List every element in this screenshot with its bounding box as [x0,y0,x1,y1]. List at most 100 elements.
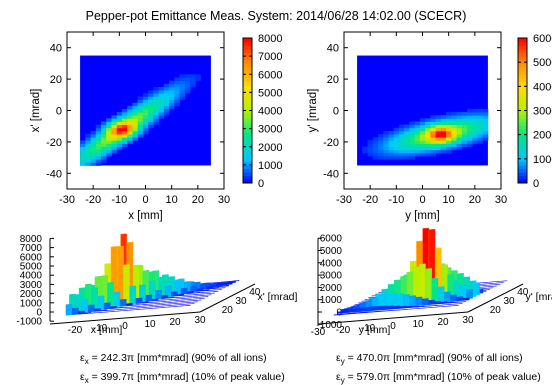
heatmap-cell [174,83,180,88]
colorbar-tick-label: 0 [258,178,264,190]
surface-slab [421,298,429,306]
heatmap-cell [372,146,379,151]
heatmap-cell [142,130,149,135]
heatmap-cell [90,149,97,154]
heatmap-cell [142,121,149,126]
surface-slab [153,307,160,309]
heatmap-cell [477,112,484,116]
heatmap-cell [398,146,405,151]
heatmap-cell [409,121,416,126]
heatmap-cell [158,102,165,107]
heatmap-cell [398,149,405,154]
heatmap-cell [142,99,149,104]
surface-slab [196,293,203,295]
surface-slab [491,282,498,284]
heatmap-cell [404,137,410,141]
heatmap-cell [153,102,159,107]
heatmap-cell [461,143,468,148]
surface-slab [147,305,155,306]
heatmap-cell [106,143,112,148]
heatmap-cell [95,134,102,138]
heatmap-cell [169,102,175,107]
heatmap-cell [153,121,159,126]
y-tick-label: 20 [327,74,339,86]
heatmap-cell [435,115,442,119]
heatmap-cell [142,96,149,100]
y-tick-label: 20 [222,305,234,316]
surface-slab [119,308,126,310]
surface-slab [349,308,357,313]
colorbar-segment [518,168,527,173]
colorbar-segment [518,96,527,101]
heatmap-cell [461,127,468,132]
heatmap-cell [148,121,154,126]
heatmap-cell [466,127,473,132]
heatmap-cell [127,121,133,126]
heatmap-cell [153,118,159,122]
colorbar-segment [243,77,252,82]
colorbar-segment [518,117,527,122]
heatmap-cell [446,146,452,151]
heatmap-cell [362,146,368,151]
heatmap-cell [95,156,102,160]
colorbar-segment [518,48,527,53]
heatmap-cell [425,149,431,154]
heatmap-cell [446,112,452,116]
colorbar-segment [243,121,252,126]
heatmap-cell [111,118,118,122]
colorbar-segment [243,143,252,148]
surface-slab [189,297,196,299]
heatmap-cell [153,90,159,94]
y-axis-label: y' [mrad] [307,89,319,133]
x-tick-label: -10 [388,194,404,206]
colorbar-tick-label: 7000 [258,51,282,63]
colorbar-segment [518,88,527,93]
surface-slab [122,306,130,308]
surface-slab [362,306,369,312]
z-tick-label: 5000 [320,246,343,257]
heatmap-cell [430,149,436,154]
heatmap-cell [189,77,196,82]
heatmap-cell [440,130,447,135]
heatmap-cell [477,115,484,119]
heatmap-cell [378,152,384,157]
surface-slab [160,304,167,305]
heatmap-cell [148,115,154,119]
surface-slab [113,291,121,308]
heatmap-cell [85,149,91,154]
heatmap-cell [477,108,484,113]
heatmap-cell [404,156,410,160]
colorbar-segment [243,45,252,50]
surface-slab [218,287,226,289]
heatmap-cell [430,146,436,151]
surface-slab [368,297,375,298]
x-axis-label: y [mm] [405,210,440,222]
surface-slab [425,268,432,304]
heatmap-cell [435,143,442,148]
heatmap-cell [425,137,431,141]
heatmap-cell [393,137,400,141]
heatmap-cell [127,130,133,135]
heatmap-cell [137,112,144,116]
surface-slab [449,303,457,305]
x-axis-label: x [mm] [91,324,123,336]
surface-slab [216,284,223,288]
heatmap-cell [451,115,457,119]
heatmap-cell [404,140,410,144]
heatmap-cell [482,118,489,122]
heatmap-cell [419,140,426,144]
surface-slab [122,310,129,311]
x-tick-label: 20 [192,194,204,206]
surface-slab [132,304,139,306]
heatmap-cell [137,99,144,104]
heatmap-cell [153,93,159,97]
y-tick-label: 40 [517,287,529,298]
heatmap-cell [158,93,165,97]
heatmap-cell [106,137,112,141]
heatmap-cell [398,130,405,135]
heatmap-cell [90,134,97,138]
heatmap-cell [121,121,128,126]
surface-plot-x: -1000010002000300040005000600070008000-2… [16,233,298,336]
colorbar-segment [518,161,527,166]
